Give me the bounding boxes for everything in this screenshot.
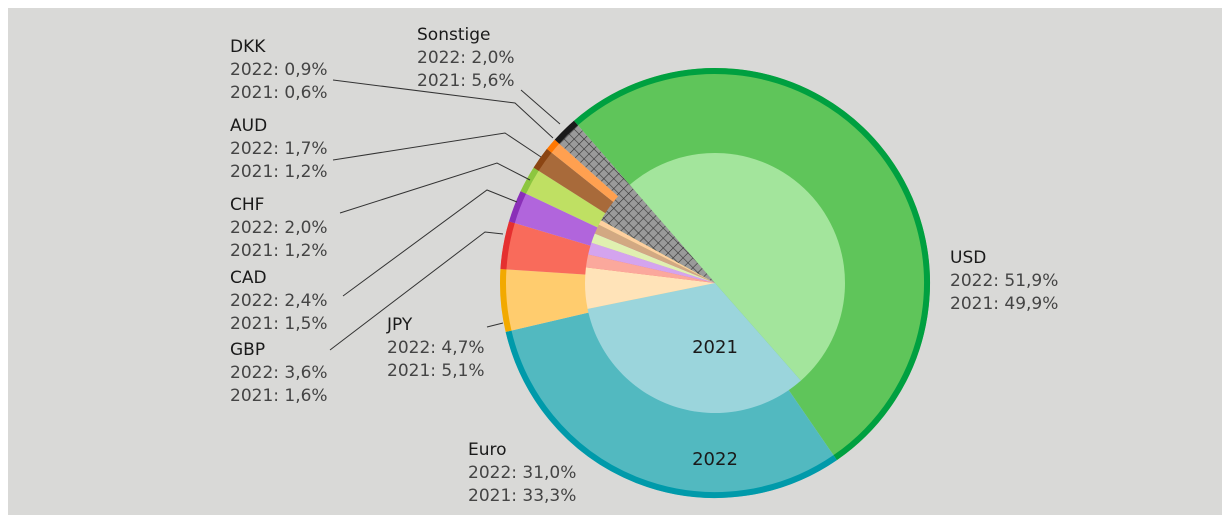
leader-line	[486, 322, 504, 328]
category-label: Sonstige	[417, 25, 490, 45]
slice-edge	[520, 167, 539, 194]
category-label: GBP	[230, 340, 265, 360]
leader-line	[520, 89, 561, 125]
leader-line	[342, 189, 518, 297]
leader-line	[339, 162, 531, 214]
value-label: 2022: 1,7%	[230, 139, 328, 159]
pie-slice	[629, 153, 845, 381]
slice-edge	[573, 68, 930, 461]
slice-edge	[505, 330, 837, 498]
category-label: Euro	[468, 440, 507, 460]
value-label: 2022: 2,0%	[230, 218, 328, 238]
pie-slice	[587, 283, 801, 413]
slice-edge	[500, 269, 512, 332]
value-label: 2021: 0,6%	[230, 83, 328, 103]
leader-line	[332, 132, 542, 161]
pie-slice	[585, 267, 715, 309]
category-label: DKK	[230, 37, 266, 57]
slice-edge	[500, 221, 515, 270]
value-label: 2022: 3,6%	[230, 363, 328, 383]
pie-slice	[585, 254, 715, 283]
value-label: 2022: 2,4%	[230, 291, 328, 311]
value-label: 2022: 51,9%	[950, 271, 1058, 291]
value-label: 2022: 4,7%	[387, 338, 485, 358]
value-label: 2022: 0,9%	[230, 60, 328, 80]
slice-edge	[546, 139, 560, 153]
category-label: AUD	[230, 116, 267, 136]
category-label: USD	[950, 248, 986, 268]
value-label: 2021: 1,5%	[230, 314, 328, 334]
slice-edge	[509, 191, 527, 224]
value-label: 2021: 49,9%	[950, 294, 1058, 314]
value-label: 2022: 2,0%	[417, 48, 515, 68]
value-label: 2021: 1,2%	[230, 162, 328, 182]
value-label: 2021: 1,6%	[230, 386, 328, 406]
category-label: JPY	[386, 315, 413, 335]
value-label: 2022: 31,0%	[468, 463, 576, 483]
value-label: 2021: 5,6%	[417, 71, 515, 91]
slice-edge	[554, 120, 578, 144]
slice-edge	[533, 148, 552, 171]
category-label: CHF	[230, 195, 264, 215]
ring-label: 2021	[692, 337, 738, 358]
leader-line	[329, 231, 504, 351]
pie-slice	[594, 224, 715, 283]
pie-slice	[598, 220, 715, 283]
leader-line	[332, 79, 554, 139]
ring-label: 2022	[692, 449, 738, 470]
value-label: 2021: 1,2%	[230, 241, 328, 261]
value-label: 2021: 5,1%	[387, 361, 485, 381]
pie-slice	[601, 184, 715, 283]
value-label: 2021: 33,3%	[468, 486, 576, 506]
pie-slice	[588, 242, 715, 283]
category-label: CAD	[230, 268, 267, 288]
pie-slice	[591, 233, 715, 283]
